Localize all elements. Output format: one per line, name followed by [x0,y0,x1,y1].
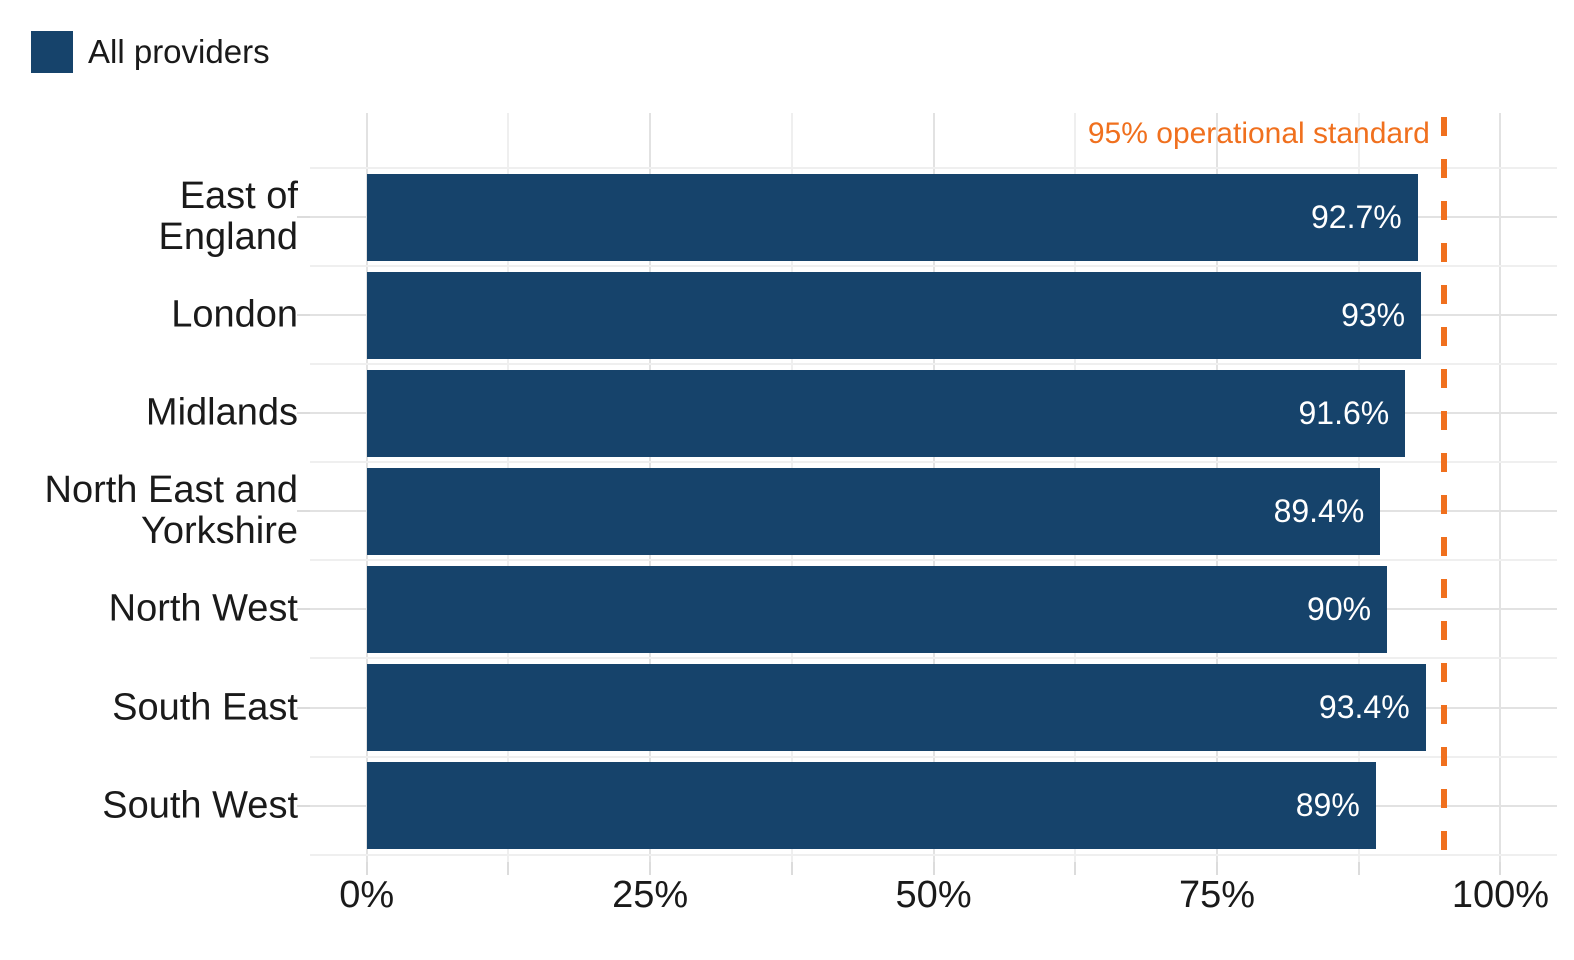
y-axis-tick [297,510,310,513]
x-axis-tick [507,862,510,875]
y-axis-label: South West [102,784,298,827]
bar-south-west [366,762,1376,850]
gridline-horizontal-minor [310,755,1557,758]
reference-line [1440,117,1447,862]
gridline-horizontal-minor [310,853,1557,856]
gridline-horizontal-minor [310,461,1557,464]
plot-area: 92.7% 93% 91.6% 89.4% 90% 93.4% 89% 95% operati… [310,113,1557,862]
y-axis-tick [297,706,310,709]
x-axis-label: 100% [1451,874,1550,916]
x-axis-tick [1357,862,1360,875]
gridline-horizontal-minor [310,559,1557,562]
x-axis-tick [649,862,652,875]
bar-value-label: 93% [1341,296,1406,333]
x-axis-tick [1074,862,1077,875]
reference-line-label: 95% operational standard [1087,117,1430,150]
bar-north-west [366,565,1388,653]
x-axis-tick [790,862,793,875]
y-axis-label: East of England [158,175,298,258]
gridline-vertical-major [1499,113,1502,862]
y-axis-tick [297,804,310,807]
y-axis-label: North East and Yorkshire [44,469,298,553]
x-axis-tick [1216,862,1219,875]
y-axis-tick [297,412,310,415]
bar-london [366,271,1422,359]
bar-south-east [366,664,1426,751]
y-axis-label: London [171,293,298,336]
x-axis-label: 0% [339,874,395,916]
gridline-horizontal-minor [310,657,1557,660]
gridline-horizontal-minor [310,265,1557,268]
bar-midlands [366,369,1406,457]
x-axis-tick [365,862,368,875]
bar-value-label: 89% [1295,787,1360,824]
bar-value-label: 91.6% [1298,394,1390,431]
x-axis-tick [1499,862,1502,875]
y-axis-tick [297,608,310,611]
y-axis-label: South East [112,686,298,728]
bar-value-label: 90% [1307,590,1372,627]
legend-label: All providers [88,33,270,70]
x-axis-label: 75% [1179,874,1256,916]
bar-value-label: 92.7% [1310,198,1402,235]
y-axis-label: North West [108,587,298,630]
gridline-horizontal-minor [310,363,1557,366]
x-axis-label: 25% [612,874,689,916]
bar-value-label: 93.4% [1318,689,1410,725]
bar-value-label: 89.4% [1273,492,1365,529]
legend-swatch [31,31,73,73]
bar-north-east-and-yorkshire [366,467,1381,555]
y-axis-label: Midlands [145,391,298,434]
y-axis-tick [297,216,310,218]
gridline-horizontal-minor [310,166,1557,169]
x-axis-label: 50% [895,874,972,916]
x-axis-tick [932,862,935,875]
y-axis-tick [297,314,310,317]
legend: All providers [31,31,270,73]
bar-east-of-england [366,173,1418,261]
